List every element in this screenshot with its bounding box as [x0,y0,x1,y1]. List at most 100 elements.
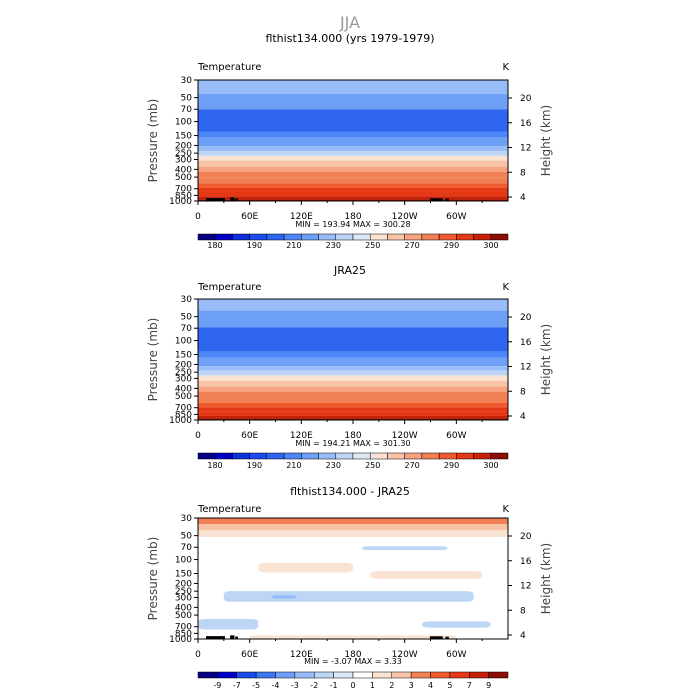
colorbar-swatch [387,452,405,460]
x-tick-label: 60W [446,650,466,660]
colorbar-swatch [335,452,354,460]
y-tick-label: 30 [181,514,193,524]
y-tick-label: 700 [175,185,192,195]
y-tick-label: 150 [175,132,192,142]
y-tick-label: 200 [175,141,192,151]
colorbar-swatch [490,233,509,241]
topography-mask [206,198,225,201]
right-tick-label: 8 [520,168,526,178]
contour-patch [198,618,259,630]
colorbar-label: 2 [389,681,394,690]
min-max-stats: MIN = 194.21 MAX = 301.30 [295,439,410,448]
colorbar-swatch [421,233,440,241]
x-tick-label: 180 [344,650,361,660]
plot-area [198,80,508,201]
x-tick-label: 180 [344,431,361,441]
colorbar-label: -2 [310,681,318,690]
y-tick-label: 1000 [169,635,192,645]
contour-band [198,530,508,537]
topography-mask [235,636,238,639]
y-tick-label: 200 [175,579,192,589]
colorbar-swatch [488,671,509,679]
colorbar-swatch [335,233,354,241]
contour-band [198,187,508,192]
colorbar-label: 3 [409,681,414,690]
colorbar-swatch [352,671,373,679]
units-label: K [502,282,509,293]
y-tick-label: 850 [175,410,192,420]
y-axis-label: Pressure (mb) [146,318,160,402]
colorbar-label: 4 [428,681,433,690]
right-axis-label: Height (km) [539,324,553,395]
colorbar: 180 190 210 230 250 270 290 300 [197,452,509,470]
contour-band [198,310,508,328]
colorbar-swatch [232,233,250,241]
colorbar-swatch [449,671,470,679]
colorbar-swatch [404,233,423,241]
colorbar-label: 5 [447,681,452,690]
colorbar-swatch [197,452,216,460]
panel-1: flthist134.000 (yrs 1979-1979) Temperatur… [146,32,553,250]
y-tick-label: 250 [175,368,192,378]
y-tick-label: 300 [175,593,192,603]
colorbar-swatch [438,452,457,460]
colorbar-label: 190 [247,241,262,250]
colorbar-swatch [372,671,392,679]
topography-mask [429,636,443,639]
variable-label: Temperature [197,282,261,293]
y-tick-label: 700 [175,623,192,633]
contour-band [198,411,508,416]
contour-patch [249,635,457,639]
colorbar-label: 190 [247,461,262,470]
contour-band [198,357,508,367]
contour-band [198,160,508,167]
x-tick-label: 120W [392,431,418,441]
colorbar-swatch [333,671,354,679]
right-axis-label: Height (km) [539,105,553,176]
panel-title: JRA25 [333,264,366,277]
contour-band [198,299,508,311]
colorbar-label: 9 [486,681,491,690]
y-tick-label: 250 [175,149,192,159]
contour-band [198,155,508,161]
x-tick-label: 60E [241,431,258,441]
colorbar-swatch [473,233,492,241]
colorbar-swatch [236,671,257,679]
colorbar-swatch [283,233,302,241]
contour-patch [421,621,491,628]
contour-patch [258,562,353,573]
colorbar-label: -7 [233,681,241,690]
x-tick-label: 120W [392,650,418,660]
colorbar-label: 180 [207,241,222,250]
units-label: K [502,62,509,73]
y-tick-label: 250 [175,587,192,597]
right-tick-label: 12 [520,582,531,592]
colorbar-label: 1 [370,681,375,690]
colorbar-label: 250 [365,461,380,470]
contour-band [198,407,508,412]
right-axis-label: Height (km) [539,543,553,614]
colorbar-swatch [369,452,388,460]
y-tick-label: 200 [175,360,192,370]
y-tick-label: 1000 [169,197,192,207]
colorbar-swatch [314,671,334,679]
y-axis-label: Pressure (mb) [146,99,160,183]
topography-mask [230,197,235,201]
right-tick-label: 20 [520,94,532,104]
x-tick-label: 60E [241,650,258,660]
colorbar-label: -9 [213,681,221,690]
colorbar-swatch [352,452,371,460]
y-tick-label: 50 [181,313,193,323]
colorbar-swatch [387,233,405,241]
contour-band [198,536,508,544]
x-tick-label: 120W [392,212,418,222]
y-tick-label: 400 [175,603,192,613]
colorbar-swatch [214,452,233,460]
contour-band [198,137,508,147]
contour-patch [271,595,298,599]
contour-band [198,80,508,94]
contour-band [198,327,508,352]
contour-band [198,146,508,152]
